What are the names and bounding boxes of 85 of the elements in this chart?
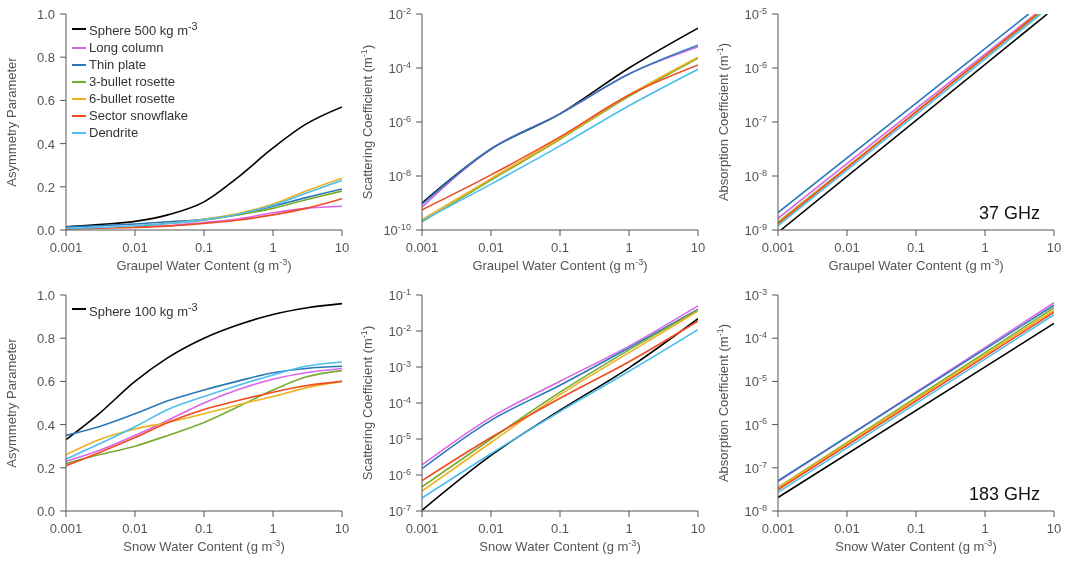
x-tick-label: 0.1 bbox=[550, 240, 570, 255]
x-axis-title: Snow Water Content (g m$^{-3}$) bbox=[123, 537, 285, 554]
y-tick-label: 10$^{-5}$ bbox=[744, 372, 767, 389]
x-tick-label: 0.1 bbox=[906, 240, 926, 255]
legend-label: Sphere 500 kg m$^{-3}$ bbox=[89, 19, 198, 40]
y-axis-title: Asymmetry Parameter bbox=[4, 56, 19, 187]
legend-label: 6-bullet rosette bbox=[89, 90, 175, 108]
legend-label: Thin plate bbox=[89, 56, 147, 74]
line-series bbox=[66, 302, 342, 441]
y-tick-label: 10$^{-7}$ bbox=[744, 113, 767, 130]
y-tick-label: 10$^{-4}$ bbox=[744, 329, 767, 346]
x-tick-label: 10 bbox=[1046, 520, 1062, 536]
x-tick-label: 0.001 bbox=[49, 240, 83, 255]
x-tick-label: 0.01 bbox=[478, 240, 504, 255]
y-tick-label: 0.6 bbox=[36, 93, 55, 109]
y-tick-label: 10$^{-7}$ bbox=[744, 459, 767, 476]
x-tick-label: 10 bbox=[334, 240, 350, 255]
y-tick-label: 1.0 bbox=[36, 7, 55, 22]
y-tick-label: 10$^{-2}$ bbox=[388, 322, 411, 339]
x-tick-label: 1 bbox=[981, 520, 989, 536]
x-tick-label: 0.001 bbox=[405, 520, 439, 536]
x-tick-label: 1 bbox=[625, 520, 633, 536]
x-axis-title: Snow Water Content (g m$^{-3}$) bbox=[479, 537, 641, 554]
y-tick-label: 0.2 bbox=[36, 460, 55, 476]
x-tick-label: 0.001 bbox=[49, 520, 83, 536]
annotation: 183 GHz bbox=[968, 483, 1040, 505]
y-tick-label: 10$^{-6}$ bbox=[744, 59, 767, 76]
x-tick-label: 0.1 bbox=[194, 240, 214, 255]
y-tick-label: 10$^{-3}$ bbox=[744, 286, 767, 303]
y-tick-label: 10$^{-5}$ bbox=[388, 430, 411, 447]
y-tick-label: 10$^{-5}$ bbox=[744, 5, 767, 22]
y-tick-label: 0.4 bbox=[36, 136, 55, 152]
x-tick-label: 1 bbox=[269, 520, 277, 536]
x-tick-label: 0.001 bbox=[761, 240, 795, 255]
y-tick-label: 0.8 bbox=[36, 50, 55, 66]
y-tick-label: 10$^{-1}$ bbox=[388, 286, 411, 303]
x-axis-title: Graupel Water Content (g m$^{-3}$) bbox=[116, 256, 292, 273]
x-tick-label: 0.01 bbox=[834, 520, 860, 536]
x-tick-label: 10 bbox=[1046, 240, 1062, 255]
x-tick-label: 0.01 bbox=[478, 520, 504, 536]
x-tick-label: 0.1 bbox=[906, 520, 926, 536]
y-axis-title: Asymmetry Parameter bbox=[4, 337, 19, 468]
y-tick-label: 10$^{-8}$ bbox=[744, 167, 767, 184]
y-tick-label: 0.0 bbox=[36, 503, 55, 519]
x-axis-title: Graupel Water Content (g m$^{-3}$) bbox=[472, 256, 648, 273]
y-tick-label: 10$^{-6}$ bbox=[744, 415, 767, 433]
y-tick-label: 0.0 bbox=[36, 223, 55, 238]
y-tick-label: 1.0 bbox=[36, 287, 55, 303]
y-tick-label: 10$^{-3}$ bbox=[388, 358, 411, 375]
y-tick-label: 10$^{-6}$ bbox=[388, 466, 411, 483]
y-tick-label: 10$^{-4}$ bbox=[388, 59, 411, 76]
y-tick-label: 10$^{-6}$ bbox=[388, 113, 411, 130]
y-tick-label: 0.6 bbox=[36, 373, 55, 389]
x-axis-title: Graupel Water Content (g m$^{-3}$) bbox=[828, 256, 1004, 273]
line-series bbox=[66, 364, 342, 436]
legend-label: Dendrite bbox=[89, 124, 139, 142]
y-tick-label: 10$^{-2}$ bbox=[388, 5, 411, 22]
y-tick-label: 10$^{-9}$ bbox=[744, 221, 767, 238]
y-tick-label: 10$^{-8}$ bbox=[388, 167, 411, 184]
y-tick-label: 10$^{-10}$ bbox=[383, 221, 411, 238]
x-tick-label: 10 bbox=[690, 240, 706, 255]
y-tick-label: 0.8 bbox=[36, 330, 55, 346]
annotation: 37 GHz bbox=[978, 203, 1040, 224]
y-tick-label: 0.4 bbox=[36, 417, 55, 433]
x-tick-label: 1 bbox=[625, 240, 633, 255]
x-tick-label: 1 bbox=[981, 240, 989, 255]
legend-label: 3-bullet rosette bbox=[89, 73, 175, 91]
x-tick-label: 0.1 bbox=[550, 520, 570, 536]
x-tick-label: 0.01 bbox=[834, 240, 860, 255]
x-tick-label: 0.001 bbox=[761, 520, 795, 536]
legend-label: Sector snowflake bbox=[89, 107, 188, 125]
x-tick-label: 0.1 bbox=[194, 520, 214, 536]
legend-label: Sphere 100 kg m$^{-3}$ bbox=[89, 299, 198, 320]
x-tick-label: 0.01 bbox=[122, 520, 148, 536]
y-tick-label: 10$^{-4}$ bbox=[388, 394, 411, 411]
legend-label: Long column bbox=[89, 39, 164, 57]
y-tick-label: 10$^{-8}$ bbox=[744, 502, 767, 519]
y-tick-label: 0.2 bbox=[36, 179, 55, 195]
x-tick-label: 10 bbox=[334, 520, 350, 536]
x-axis-title: Snow Water Content (g m$^{-3}$) bbox=[835, 537, 997, 554]
x-tick-label: 0.001 bbox=[405, 240, 439, 255]
x-tick-label: 1 bbox=[269, 240, 277, 255]
x-tick-label: 10 bbox=[690, 520, 706, 536]
x-tick-label: 0.01 bbox=[122, 240, 148, 255]
y-tick-label: 10$^{-7}$ bbox=[388, 502, 411, 519]
